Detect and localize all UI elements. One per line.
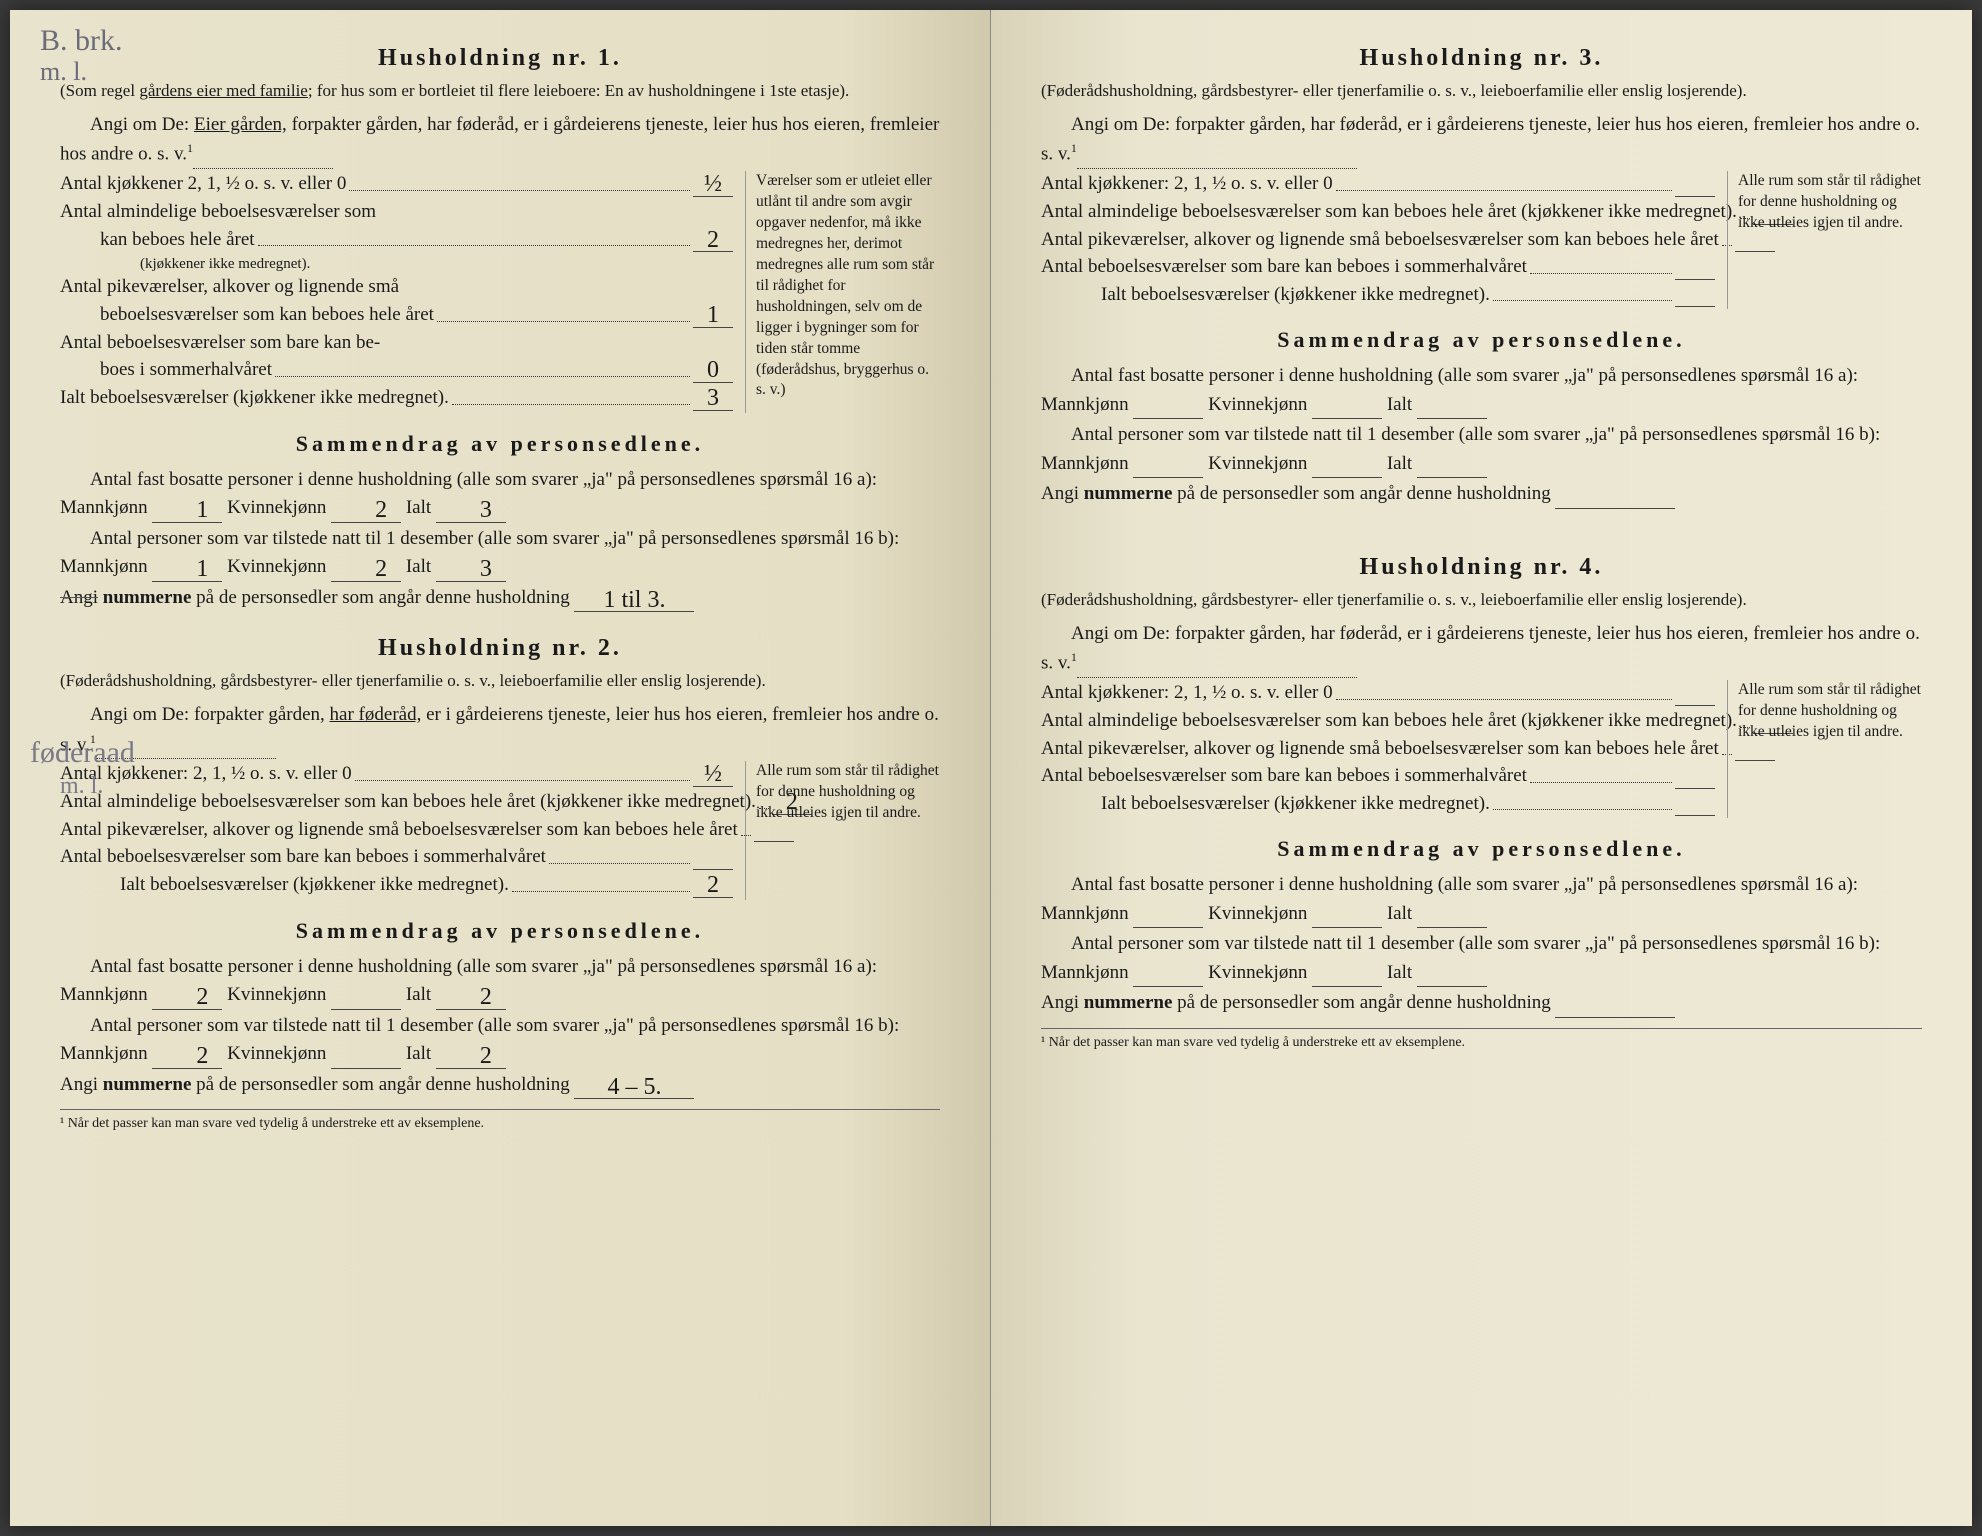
side-note: Alle rum som står til rådighet for denne… <box>745 761 940 899</box>
field-value <box>331 1009 401 1010</box>
angi-nummer: Angi nummerne på de personsedler som ang… <box>60 1071 940 1100</box>
angi-nummer: Angi nummerne på de personsedler som ang… <box>60 584 940 613</box>
room-counts: Antal kjøkkener: 2, 1, ½ o. s. v. eller … <box>1041 171 1922 309</box>
field-value: 4 – 5. <box>574 1077 694 1100</box>
summary-line: Antal fast bosatte personer i denne hush… <box>1041 871 1922 928</box>
angi-line: Angi om De: forpakter gården, har føderå… <box>60 701 940 759</box>
page-left: B. brk. m. l. føderaad m. l. Husholdning… <box>10 10 991 1526</box>
field-value: ½ <box>693 174 733 197</box>
angi-line: Angi om De: Eier gården, forpakter gårde… <box>60 111 940 169</box>
field-value: 2 <box>331 559 401 582</box>
summary-line: Antal fast bosatte personer i denne hush… <box>60 953 940 1010</box>
field-value: 3 <box>436 500 506 523</box>
field-value: 0 <box>693 360 733 383</box>
footnote: ¹ Når det passer kan man svare ved tydel… <box>1041 1028 1922 1053</box>
section-title: Husholdning nr. 1. <box>60 40 940 76</box>
field-value: ½ <box>693 764 733 787</box>
summary-title: Sammendrag av personsedlene. <box>1041 832 1922 865</box>
section-subnote: (Føderådshusholdning, gårdsbestyrer- ell… <box>1041 80 1922 103</box>
household-1: Husholdning nr. 1. (Som regel gårdens ei… <box>60 40 940 612</box>
summary-title: Sammendrag av personsedlene. <box>1041 323 1922 356</box>
section-title: Husholdning nr. 3. <box>1041 40 1922 76</box>
summary-line: Antal personer som var tilstede natt til… <box>60 525 940 582</box>
document-spread: B. brk. m. l. føderaad m. l. Husholdning… <box>10 10 1972 1526</box>
field-value: 2 <box>436 1046 506 1069</box>
field-value: 2 <box>152 1046 222 1069</box>
field-value: 1 <box>693 305 733 328</box>
field-value: 2 <box>152 987 222 1010</box>
field-value: 1 <box>152 559 222 582</box>
field-value: 2 <box>331 500 401 523</box>
room-counts: Antal kjøkkener 2, 1, ½ o. s. v. eller 0… <box>60 171 940 412</box>
field-value <box>331 1068 401 1069</box>
summary-line: Antal personer som var tilstede natt til… <box>1041 421 1922 478</box>
room-counts: Antal kjøkkener: 2, 1, ½ o. s. v. eller … <box>1041 680 1922 818</box>
field-value: 3 <box>436 559 506 582</box>
section-title: Husholdning nr. 4. <box>1041 549 1922 585</box>
page-right: Husholdning nr. 3. (Føderådshusholdning,… <box>991 10 1972 1526</box>
angi-line: Angi om De: forpakter gården, har føderå… <box>1041 620 1922 678</box>
room-counts: Antal kjøkkener: 2, 1, ½ o. s. v. eller … <box>60 761 940 899</box>
summary-title: Sammendrag av personsedlene. <box>60 914 940 947</box>
angi-nummer: Angi nummerne på de personsedler som ang… <box>1041 480 1922 509</box>
section-subnote: (Føderådshusholdning, gårdsbestyrer- ell… <box>1041 589 1922 612</box>
side-note: Alle rum som står til rådighet for denne… <box>1727 680 1922 818</box>
section-subnote: (Som regel gårdens eier med familie; for… <box>60 80 940 103</box>
summary-line: Antal fast bosatte personer i denne hush… <box>1041 362 1922 419</box>
field-value: 3 <box>693 388 733 411</box>
summary-line: Antal personer som var tilstede natt til… <box>1041 930 1922 987</box>
field-value: 1 <box>152 500 222 523</box>
side-note: Værelser som er utleiet eller utlånt til… <box>745 171 940 412</box>
summary-line: Antal personer som var tilstede natt til… <box>60 1012 940 1069</box>
section-subnote: (Føderådshusholdning, gårdsbestyrer- ell… <box>60 670 940 693</box>
field-value: 2 <box>436 987 506 1010</box>
household-3: Husholdning nr. 3. (Føderådshusholdning,… <box>1041 40 1922 509</box>
household-2: Husholdning nr. 2. (Føderådshusholdning,… <box>60 630 940 1134</box>
field-value: 2 <box>693 230 733 253</box>
angi-nummer: Angi nummerne på de personsedler som ang… <box>1041 989 1922 1018</box>
household-4: Husholdning nr. 4. (Føderådshusholdning,… <box>1041 549 1922 1053</box>
footnote: ¹ Når det passer kan man svare ved tydel… <box>60 1109 940 1134</box>
handwritten-note: m. l. <box>60 768 103 804</box>
handwritten-note: m. l. <box>40 52 87 91</box>
field-value <box>693 869 733 870</box>
field-value: 2 <box>693 875 733 898</box>
field-value: 1 til 3. <box>574 590 694 613</box>
summary-line: Antal fast bosatte personer i denne hush… <box>60 466 940 523</box>
side-note: Alle rum som står til rådighet for denne… <box>1727 171 1922 309</box>
angi-line: Angi om De: forpakter gården, har føderå… <box>1041 111 1922 169</box>
section-title: Husholdning nr. 2. <box>60 630 940 666</box>
summary-title: Sammendrag av personsedlene. <box>60 427 940 460</box>
